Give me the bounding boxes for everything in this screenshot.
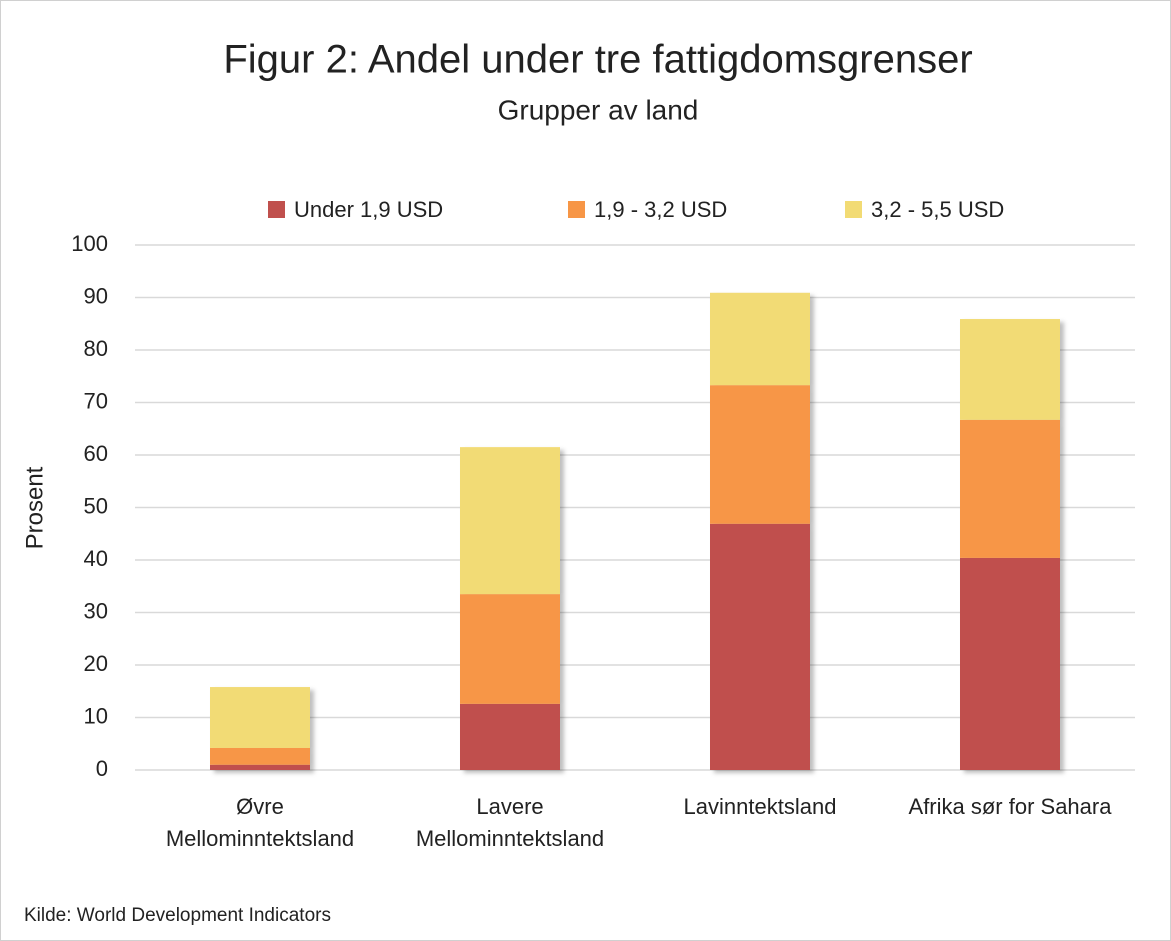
x-tick-label: Lavinntektsland xyxy=(684,794,837,819)
legend-swatch xyxy=(845,201,862,218)
legend-label: 3,2 - 5,5 USD xyxy=(871,197,1004,222)
bar-segment xyxy=(210,747,310,765)
x-tick-label: Afrika sør for Sahara xyxy=(909,794,1113,819)
y-tick-label: 60 xyxy=(84,441,108,466)
bar-segment xyxy=(210,764,310,770)
y-tick-label: 20 xyxy=(84,651,108,676)
bar-segment xyxy=(710,385,810,524)
bar-segment xyxy=(710,523,810,770)
legend-label: 1,9 - 3,2 USD xyxy=(594,197,727,222)
x-tick-label: Lavere Mellominntektsland xyxy=(416,794,604,851)
y-tick-label: 0 xyxy=(96,756,108,781)
legend-swatch xyxy=(268,201,285,218)
y-tick-label: 10 xyxy=(84,703,108,728)
bar-segment xyxy=(460,594,560,704)
bar-segment xyxy=(960,557,1060,770)
chart-title: Figur 2: Andel under tre fattigdomsgrens… xyxy=(223,38,972,82)
y-tick-label: 40 xyxy=(84,546,108,571)
bar-segment xyxy=(460,703,560,770)
y-tick-label: 100 xyxy=(71,231,108,256)
bar-segment xyxy=(210,687,310,748)
bar-segment xyxy=(960,319,1060,420)
y-tick-label: 50 xyxy=(84,493,108,518)
bar-segment xyxy=(460,447,560,595)
bars xyxy=(210,292,1060,770)
y-tick-label: 30 xyxy=(84,598,108,623)
bar-segment xyxy=(960,419,1060,558)
legend-label: Under 1,9 USD xyxy=(294,197,443,222)
legend-swatch xyxy=(568,201,585,218)
x-tick-label: Øvre Mellominntektsland xyxy=(166,794,354,851)
y-tick-label: 80 xyxy=(84,336,108,361)
y-tick-label: 90 xyxy=(84,283,108,308)
y-axis-label: Prosent xyxy=(21,466,48,549)
chart-subtitle: Grupper av land xyxy=(498,94,699,125)
y-tick-label: 70 xyxy=(84,388,108,413)
source-note: Kilde: World Development Indicators xyxy=(24,905,331,926)
bar-segment xyxy=(710,292,810,386)
